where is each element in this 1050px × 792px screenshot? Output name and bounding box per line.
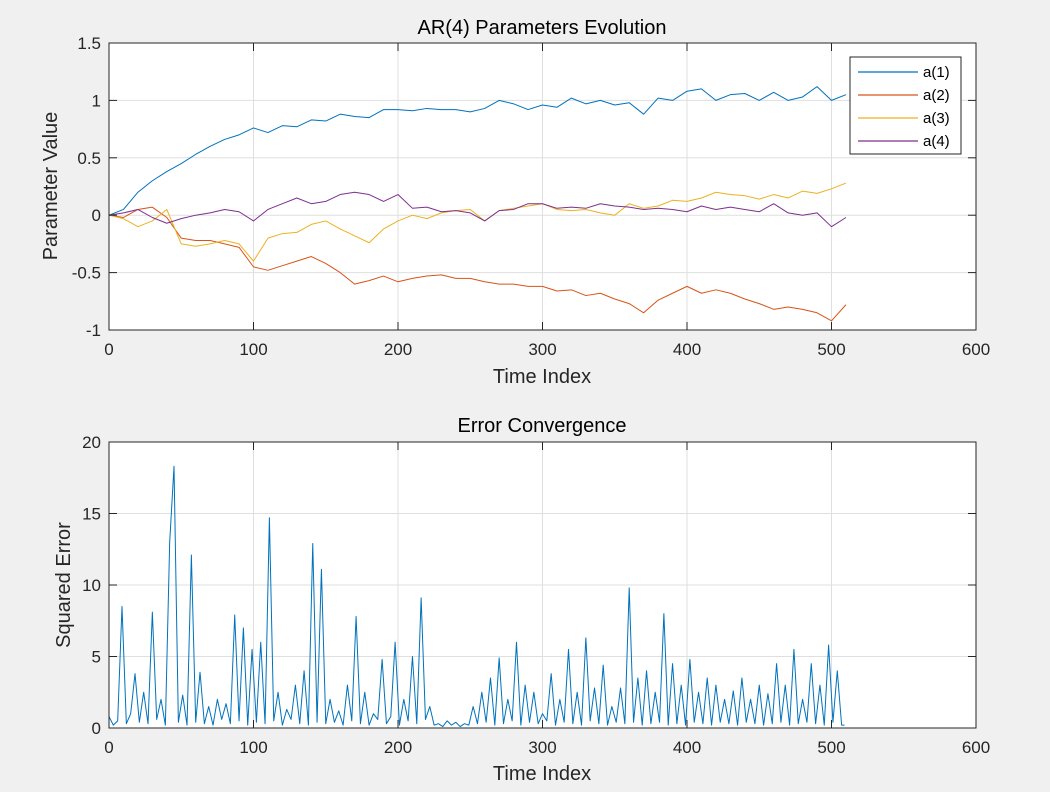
- error-ticks: 0 100 200 300 400 500 600 0 5 10 15 20: [82, 433, 990, 757]
- error-x-tick-label: 300: [528, 738, 556, 757]
- error-series: [108, 465, 845, 728]
- error-x-tick-label: 500: [817, 738, 845, 757]
- parameters-x-tick-label: 600: [962, 340, 990, 359]
- parameters-x-tick-label: 300: [528, 340, 556, 359]
- legend-label-a1: a(1): [923, 64, 950, 81]
- parameters-x-tick-label: 500: [817, 340, 845, 359]
- parameters-series-line-1: [108, 86, 847, 216]
- error-y-tick-label: 15: [82, 505, 101, 524]
- error-y-axis-label: Squared Error: [53, 522, 75, 648]
- parameters-chart-title: AR(4) Parameters Evolution: [418, 17, 667, 39]
- error-x-axis-label: Time Index: [493, 763, 591, 785]
- error-y-tick-label: 5: [92, 648, 101, 667]
- parameters-axes: 0 100 200 300 400 500 600 -1 -0.5 0 0.5 1 1.5 AR(4) …: [40, 17, 990, 388]
- error-y-tick-label: 0: [92, 719, 101, 738]
- parameters-x-tick-label: 100: [239, 340, 267, 359]
- parameters-x-tick-label: 400: [673, 340, 701, 359]
- parameters-y-tick-label: 1: [92, 91, 101, 110]
- error-x-tick-label: 200: [384, 738, 412, 757]
- parameters-x-axis-label: Time Index: [493, 366, 591, 388]
- legend-box: [849, 56, 962, 155]
- parameters-y-tick-label: -1: [86, 321, 101, 340]
- error-x-tick-label: 100: [239, 738, 267, 757]
- parameters-series-line-2: [108, 206, 847, 322]
- error-x-tick-label: 400: [673, 738, 701, 757]
- parameters-y-tick-label: 0: [92, 206, 101, 225]
- error-x-tick-label: 600: [962, 738, 990, 757]
- parameters-series-line-3: [108, 182, 847, 262]
- parameters-ticks: 0 100 200 300 400 500 600 -1 -0.5 0 0.5 1 1.5: [72, 34, 990, 359]
- parameters-x-tick-label: 200: [384, 340, 412, 359]
- error-series-line-1: [108, 465, 845, 728]
- legend-label-a4: a(4): [923, 133, 950, 150]
- error-chart-title: Error Convergence: [458, 415, 627, 437]
- legend: a(1) a(2) a(3) a(4): [849, 56, 962, 155]
- parameters-y-tick-label: -0.5: [72, 264, 101, 283]
- error-y-tick-label: 20: [82, 433, 101, 452]
- error-y-tick-label: 10: [82, 576, 101, 595]
- parameters-series-line-4: [108, 191, 847, 228]
- error-axes: 0 100 200 300 400 500 600 0 5 10 15 20 Error Conver…: [53, 415, 990, 785]
- error-x-tick-label: 0: [104, 738, 113, 757]
- parameters-series: [108, 86, 847, 322]
- legend-label-a3: a(3): [923, 110, 950, 127]
- parameters-y-tick-label: 0.5: [77, 149, 101, 168]
- parameters-y-axis-label: Parameter Value: [40, 112, 62, 261]
- legend-label-a2: a(2): [923, 87, 950, 104]
- parameters-y-tick-label: 1.5: [77, 34, 101, 53]
- parameters-x-tick-label: 0: [104, 340, 113, 359]
